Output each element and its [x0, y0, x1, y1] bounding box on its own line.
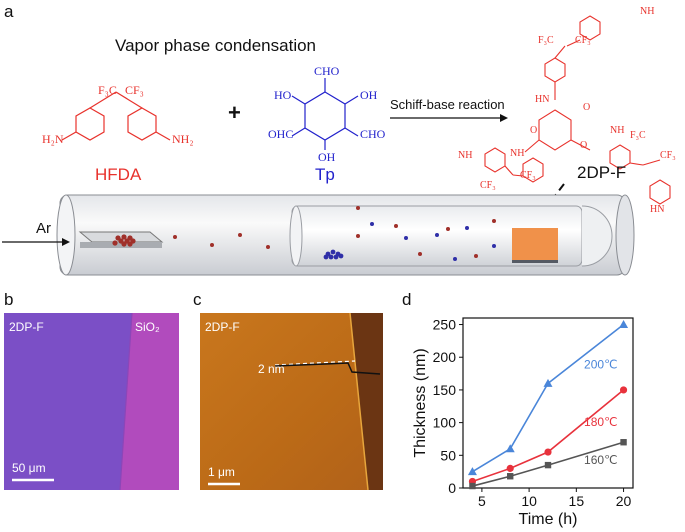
tp-group-cho-right: CHO — [360, 127, 386, 141]
panel-a-letter: a — [4, 2, 14, 21]
data-point — [506, 464, 514, 472]
y-tick-label: 100 — [433, 415, 457, 431]
tp-group-cho-top: CHO — [314, 64, 340, 78]
optical-micrograph: 2DP-F SiO₂ 50 μm — [4, 313, 179, 490]
product-group-14: NH — [458, 150, 473, 161]
series-line — [472, 323, 625, 473]
y-tick-label: 0 — [448, 480, 456, 496]
tp-group-oh-bottom: OH — [318, 150, 336, 164]
tp-structure — [291, 78, 359, 150]
tube-furnace — [56, 194, 635, 276]
x-tick-label: 20 — [616, 493, 632, 509]
y-tick-label: 250 — [433, 317, 457, 333]
ar-arrow — [2, 238, 70, 246]
y-tick-label: 50 — [440, 447, 456, 463]
tp-group-ho: HO — [274, 88, 292, 102]
hfda-group-h2n: H₂N — [42, 132, 64, 146]
hfda-structure — [61, 91, 171, 141]
hfda-group-cf3: CF₃ — [125, 83, 144, 97]
hfda-group-f3c: F₃C — [98, 83, 117, 97]
data-point — [505, 444, 515, 453]
substrate-label: SiO₂ — [135, 320, 160, 334]
product-group-13: CF₃ — [660, 150, 676, 161]
tp-group-oh-right: OH — [360, 88, 378, 102]
y-axis-label: Thickness (nm) — [412, 348, 429, 457]
x-tick-label: 5 — [478, 493, 486, 509]
thickness-chart: 0 50 100 150 200 250 5 10 15 20 Time (h) Thickness … — [412, 317, 634, 528]
product-group-5: O — [583, 102, 591, 113]
plot-frame — [462, 317, 634, 489]
substrate-region — [120, 313, 179, 490]
x-axis-label: Time (h) — [519, 511, 578, 528]
data-point — [543, 378, 553, 387]
data-point — [619, 320, 629, 329]
product-group-8: O — [580, 140, 588, 151]
x-tick-label: 15 — [569, 493, 585, 509]
scale-text-c: 1 μm — [208, 465, 235, 479]
hfda-group-nh2: NH₂ — [172, 132, 194, 146]
tp-name: Tp — [315, 165, 335, 184]
data-point — [469, 482, 476, 490]
y-tick-label: 200 — [433, 349, 457, 365]
reaction-arrow — [390, 114, 508, 122]
product-name: 2DP-F — [577, 163, 627, 182]
product-group-11: CF₃ — [480, 180, 496, 191]
product-group-10: CF₃ — [520, 170, 536, 181]
product-group-2: F₃C — [538, 35, 554, 46]
series-label: 180℃ — [584, 415, 618, 429]
reaction-label: Schiff-base reaction — [390, 97, 505, 112]
tp-group-ohc: OHC — [268, 127, 294, 141]
product-group-12: F₃C — [630, 130, 646, 141]
hfda-name: HFDA — [95, 165, 142, 184]
panel-b-letter: b — [4, 290, 14, 309]
product-group-6: O — [530, 125, 538, 136]
product-group-1: NH — [640, 6, 655, 17]
product-group-3: CF₃ — [575, 35, 591, 46]
film-label-c: 2DP-F — [205, 320, 240, 334]
series-line — [472, 441, 624, 487]
panel-c-letter: c — [193, 290, 202, 309]
product-group-7: NH — [510, 148, 525, 159]
afm-image: 2DP-F 2 nm 1 μm — [200, 313, 383, 490]
data-point — [620, 439, 627, 446]
scale-text-b: 50 μm — [12, 461, 46, 475]
data-point — [507, 473, 514, 480]
product-group-4: HN — [535, 94, 550, 105]
product-group-9: NH — [610, 125, 625, 136]
step-height-label: 2 nm — [258, 362, 285, 376]
product-group-15: HN — [650, 204, 665, 215]
film-label-b: 2DP-F — [9, 320, 44, 334]
product-structure — [484, 15, 671, 205]
data-point — [544, 461, 552, 469]
x-tick-label: 10 — [521, 493, 537, 509]
data-point — [467, 467, 477, 476]
plus-sign: + — [228, 100, 241, 125]
series-line — [472, 389, 625, 483]
data-point — [619, 386, 628, 394]
y-tick-label: 150 — [433, 382, 457, 398]
ar-label: Ar — [36, 220, 51, 237]
series-label: 160℃ — [584, 453, 618, 467]
series-label: 200℃ — [584, 358, 618, 372]
panel-a-title: Vapor phase condensation — [115, 36, 317, 55]
data-point — [544, 448, 552, 456]
panel-d-letter: d — [402, 290, 412, 309]
